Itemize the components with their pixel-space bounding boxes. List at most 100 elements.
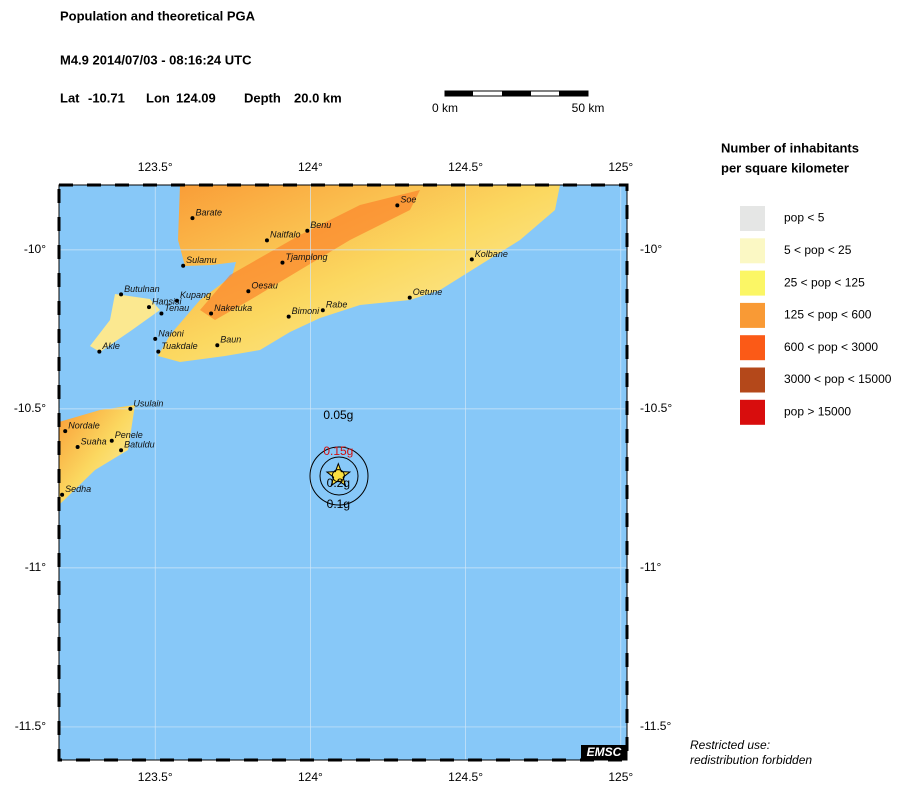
land	[158, 185, 560, 362]
city-dot	[156, 349, 161, 354]
legend-swatch	[740, 367, 765, 393]
pga-label: 0.05g	[323, 408, 353, 422]
city-dot	[407, 295, 412, 300]
legend-title: per square kilometer	[721, 160, 849, 175]
legend-swatch	[740, 206, 765, 231]
city-label: Usulain	[133, 398, 163, 408]
epicenter	[325, 462, 352, 487]
city-dot	[305, 228, 310, 233]
pga-ring	[319, 456, 359, 496]
city-dot	[469, 257, 474, 262]
scale-bar-seg	[559, 91, 588, 96]
city-dot	[190, 216, 195, 221]
legend-swatch	[740, 238, 765, 264]
city-label: Sedha	[65, 484, 91, 494]
city-dot	[97, 349, 102, 354]
y-tick-label: -11°	[640, 560, 661, 574]
x-tick-label: 124.5°	[448, 770, 483, 784]
legend-label: 25 < pop < 125	[784, 275, 865, 289]
city-label: Rabe	[326, 300, 348, 310]
city-label: Naioni	[158, 328, 185, 338]
legend-label: 3000 < pop < 15000	[784, 372, 892, 386]
y-tick-label: -10.5°	[640, 401, 672, 415]
legend-label: pop < 5	[784, 211, 825, 225]
city-dot	[63, 429, 68, 434]
city-label: Batuldu	[124, 440, 155, 450]
location-value: 20.0 km	[294, 90, 342, 105]
map: Barate Naitfalo Benu Soe Kolbane Sulamu Tjampl…	[59, 185, 627, 760]
x-tick-label: 124.5°	[448, 160, 483, 174]
island	[59, 405, 135, 505]
event: M4.9 2014/07/03 - 08:16:24 UTC	[60, 52, 252, 67]
city-label: Baun	[220, 335, 241, 345]
city-dot	[159, 311, 164, 316]
map-frame	[58, 184, 628, 761]
city-dot	[246, 289, 251, 294]
pga-ring	[331, 469, 345, 483]
city-label: Suaha	[81, 436, 107, 446]
city-dot	[181, 263, 186, 268]
city-label: Penele	[115, 430, 143, 440]
x-tick-label: 125°	[608, 770, 633, 784]
legend-label: pop > 15000	[784, 404, 851, 418]
x-tick-label: 124°	[298, 770, 323, 784]
scale-bar-seg	[502, 91, 531, 96]
city-label: Hansisi	[152, 296, 183, 306]
city-dot	[209, 311, 214, 316]
city-dot	[119, 292, 124, 297]
city-dot	[264, 238, 269, 243]
city-label: Oesau	[251, 281, 278, 291]
y-tick-label: -11.5°	[640, 719, 671, 733]
legend-title: Number of inhabitants	[721, 140, 859, 155]
city-label: Sulamu	[186, 255, 217, 265]
badge	[581, 745, 627, 760]
city-dot	[286, 314, 291, 319]
y-tick-label: -10.5°	[14, 401, 46, 415]
city-dot	[147, 305, 152, 310]
city-label: Bimoni	[292, 306, 321, 316]
y-tick-label: -10°	[24, 242, 46, 256]
city-dot	[320, 308, 325, 313]
location: Lat -10.71 Lon 124.09 Depth 20.0 km	[60, 90, 342, 105]
city-label: Akle	[101, 341, 120, 351]
city-label: Benu	[310, 220, 331, 230]
island	[90, 294, 160, 352]
location-label: Depth	[244, 90, 281, 105]
title: Population and theoretical PGA	[60, 8, 256, 23]
legend-swatch	[740, 302, 765, 328]
scale-start: 0 km	[432, 101, 458, 115]
city-dot	[395, 203, 400, 208]
location-label: Lon	[146, 90, 170, 105]
footer: Restricted use:	[690, 738, 770, 752]
legend-label: 600 < pop < 3000	[784, 340, 878, 354]
city-dot	[128, 406, 133, 411]
city-label: Butulnan	[124, 284, 160, 294]
legend-label: 5 < pop < 25	[784, 243, 852, 257]
city-label: Soe	[400, 195, 416, 205]
location-value: -10.71	[88, 90, 125, 105]
land-dense	[200, 190, 420, 320]
y-tick-label: -11°	[25, 560, 46, 574]
legend-swatch	[740, 399, 765, 425]
pga-ring	[309, 446, 369, 506]
city-label: Nordale	[68, 421, 100, 431]
pga-label: 0.15g	[323, 444, 353, 458]
city-label: Tenau	[164, 303, 189, 313]
city-dot	[75, 445, 80, 450]
location-label: Lat	[60, 90, 80, 105]
city-dot	[109, 438, 114, 443]
pga-label: 0.2g	[327, 476, 350, 490]
city-dot	[280, 260, 285, 265]
city-label: Barate	[195, 207, 222, 217]
pga-label: 0.1g	[327, 497, 350, 511]
scale-end: 50 km	[572, 101, 605, 115]
legend-swatch	[740, 335, 765, 361]
scale-bar: 0 km 50 km	[432, 90, 605, 115]
city-label: Naitfalo	[270, 230, 301, 240]
city-dot	[174, 298, 179, 303]
city-label: Tuakdale	[161, 341, 197, 351]
y-tick-label: -11.5°	[15, 719, 46, 733]
city-label: Oetune	[413, 287, 443, 297]
city-label: Tjamplong	[285, 252, 327, 262]
